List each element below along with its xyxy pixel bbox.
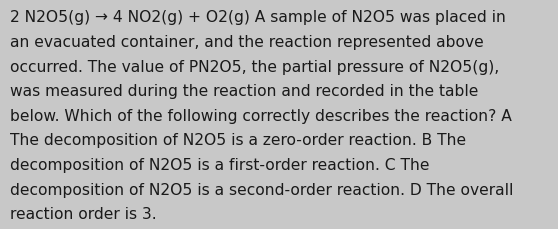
- Text: The decomposition of N2O5 is a zero-order reaction. B The: The decomposition of N2O5 is a zero-orde…: [10, 133, 466, 148]
- Text: occurred. The value of PN2O5, the partial pressure of N2O5(g),: occurred. The value of PN2O5, the partia…: [10, 59, 499, 74]
- Text: 2 N2O5(g) → 4 NO2(g) + O2(g) A sample of N2O5 was placed in: 2 N2O5(g) → 4 NO2(g) + O2(g) A sample of…: [10, 10, 506, 25]
- Text: decomposition of N2O5 is a first-order reaction. C The: decomposition of N2O5 is a first-order r…: [10, 157, 430, 172]
- Text: decomposition of N2O5 is a second-order reaction. D The overall: decomposition of N2O5 is a second-order …: [10, 182, 513, 197]
- Text: reaction order is 3.: reaction order is 3.: [10, 206, 157, 221]
- Text: an evacuated container, and the reaction represented above: an evacuated container, and the reaction…: [10, 35, 484, 50]
- Text: below. Which of the following correctly describes the reaction? A: below. Which of the following correctly …: [10, 108, 512, 123]
- Text: was measured during the reaction and recorded in the table: was measured during the reaction and rec…: [10, 84, 478, 99]
